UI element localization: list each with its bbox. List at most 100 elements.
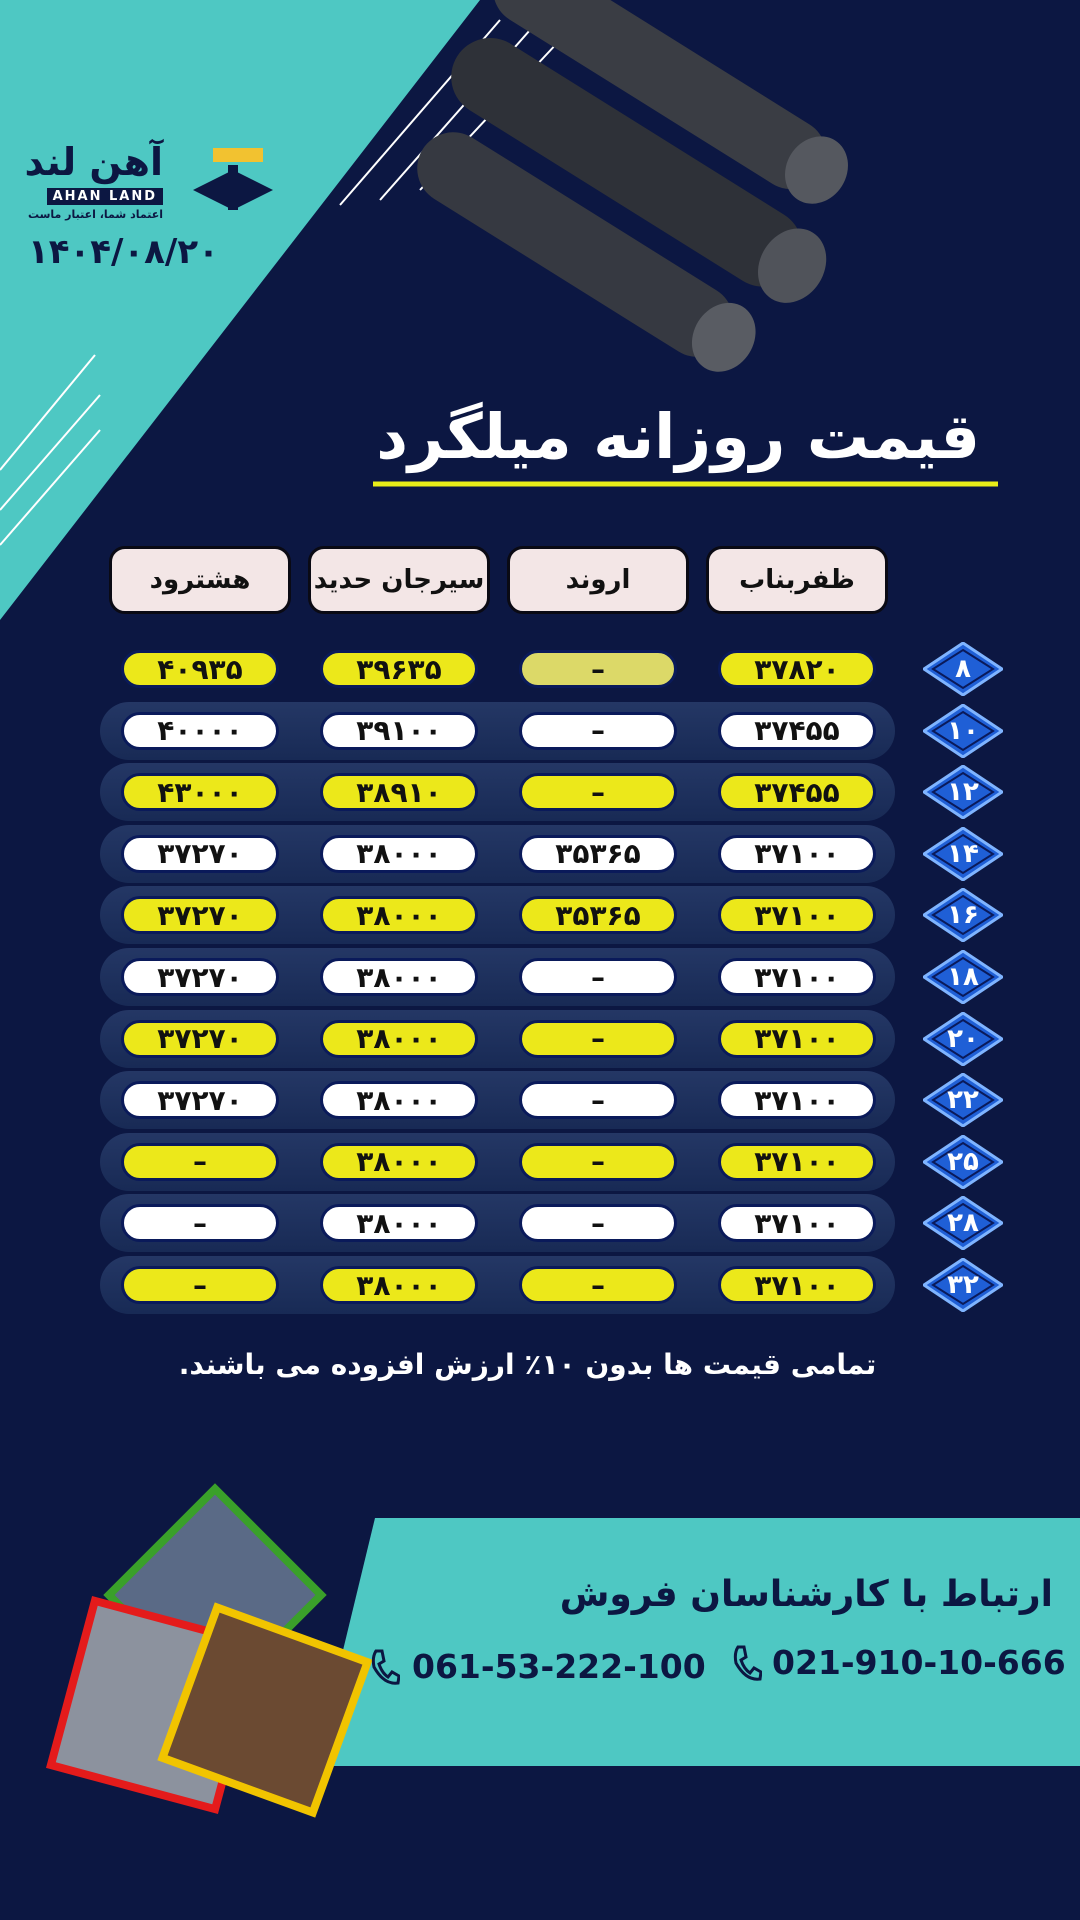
size-label: ۲۸ xyxy=(947,1208,979,1239)
column-header: سیرجان حدید xyxy=(308,546,490,614)
size-badge: ۳۲ xyxy=(923,1258,1003,1312)
size-badge: ۱۴ xyxy=(923,826,1003,881)
logo-icon xyxy=(193,148,273,210)
price-cell: ۳۷۱۰۰ xyxy=(718,958,876,996)
diamond xyxy=(923,765,1003,820)
size-badge: ۲۸ xyxy=(923,1196,1003,1251)
contact-banner xyxy=(315,1518,1080,1766)
price-cell: ۳۷۱۰۰ xyxy=(718,896,876,935)
phone-icon xyxy=(730,1643,763,1683)
diamond xyxy=(923,1134,1003,1189)
price-cell: ۳۸۰۰۰ xyxy=(320,1019,478,1058)
price-cell: ۳۵۳۶۵ xyxy=(519,834,677,873)
diamond xyxy=(923,826,1003,881)
price-cell: ۳۸۰۰۰ xyxy=(320,1142,478,1181)
price-cell: ۳۷۴۵۵ xyxy=(718,711,876,750)
size-badge: ۲۲ xyxy=(923,1073,1003,1128)
diamond xyxy=(923,1196,1003,1251)
size-badge: ۲۵ xyxy=(923,1134,1003,1189)
price-cell: ۳۷۲۷۰ xyxy=(121,958,279,996)
price-cell: ۳۷۲۷۰ xyxy=(121,896,279,935)
size-label: ۲۲ xyxy=(947,1085,979,1116)
diamond xyxy=(923,1011,1003,1066)
logo-tagline: اعتماد شما، اعتبار ماست xyxy=(27,208,163,221)
price-cell: ۳۷۴۵۵ xyxy=(718,773,876,812)
size-badge: ۱۶ xyxy=(923,888,1003,943)
logo-latin: AHAN LAND xyxy=(46,188,163,205)
price-cell: ۳۵۳۶۵ xyxy=(519,896,677,935)
size-badge: ۱۰ xyxy=(923,703,1003,758)
price-cell: ۳۷۱۰۰ xyxy=(718,1204,876,1243)
price-cell: – xyxy=(519,1266,677,1304)
rebar-image xyxy=(417,0,848,372)
price-cell: ۳۷۱۰۰ xyxy=(718,1142,876,1181)
price-cell: – xyxy=(519,1204,677,1243)
diamond xyxy=(923,888,1003,943)
price-cell: ۴۰۰۰۰ xyxy=(121,711,279,750)
price-cell: ۳۹۱۰۰ xyxy=(320,711,478,750)
phone-number: 061-53-222-100 xyxy=(412,1647,706,1686)
size-label: ۳۲ xyxy=(947,1270,979,1300)
price-cell: – xyxy=(121,1142,279,1181)
contact-heading: ارتباط با کارشناسان فروش xyxy=(559,1574,1053,1615)
price-cell: ۳۸۰۰۰ xyxy=(320,1266,478,1304)
price-cell: ۳۷۱۰۰ xyxy=(718,834,876,873)
price-cell: – xyxy=(519,650,677,688)
price-cell: ۴۳۰۰۰ xyxy=(121,773,279,812)
column-header: ظفربناب xyxy=(706,546,888,614)
price-cell: ۳۸۰۰۰ xyxy=(320,958,478,996)
diamond xyxy=(923,642,1003,696)
price-cell: – xyxy=(519,1019,677,1058)
size-label: ۱۸ xyxy=(947,962,979,992)
size-badge: ۲۰ xyxy=(923,1011,1003,1066)
size-label: ۱۰ xyxy=(947,715,979,746)
price-cell: ۳۷۲۷۰ xyxy=(121,1081,279,1120)
price-cell: – xyxy=(121,1266,279,1304)
price-cell: ۳۷۲۷۰ xyxy=(121,1019,279,1058)
note: تمامی قیمت ها بدون ۱۰٪ ارزش افزوده می با… xyxy=(178,1348,877,1381)
price-cell: – xyxy=(519,773,677,812)
corner-shape xyxy=(0,0,480,620)
phone-number: 021-910-10-666 xyxy=(772,1643,1066,1682)
photo-collage xyxy=(45,1483,373,1818)
date: ۱۴۰۴/۰۸/۲۰ xyxy=(28,232,219,272)
column-header: اروند xyxy=(507,546,689,614)
size-label: ۱۶ xyxy=(947,900,979,931)
price-cell: ۳۷۱۰۰ xyxy=(718,1266,876,1304)
price-cell: ۳۷۲۷۰ xyxy=(121,834,279,873)
size-badge: ۸ xyxy=(923,642,1003,696)
price-cell: ۴۰۹۳۵ xyxy=(121,650,279,688)
price-cell: – xyxy=(519,958,677,996)
diamond xyxy=(923,1073,1003,1128)
diamond xyxy=(923,950,1003,1004)
phone-icon xyxy=(368,1647,401,1687)
price-cell: – xyxy=(121,1204,279,1243)
price-cell: ۳۸۹۱۰ xyxy=(320,773,478,812)
price-cell: ۳۷۸۲۰ xyxy=(718,650,876,688)
diamond xyxy=(923,1258,1003,1312)
title: قیمت روزانه میلگرد xyxy=(376,400,980,473)
price-cell: ۳۸۰۰۰ xyxy=(320,1081,478,1120)
size-label: ۱۴ xyxy=(947,838,979,869)
size-label: ۲۰ xyxy=(947,1023,979,1054)
size-label: ۱۲ xyxy=(947,777,979,808)
logo-name: آهن لند xyxy=(24,140,163,184)
price-cell: ۳۹۶۳۵ xyxy=(320,650,478,688)
price-cell: ۳۷۱۰۰ xyxy=(718,1019,876,1058)
price-cell: – xyxy=(519,1142,677,1181)
price-cell: – xyxy=(519,711,677,750)
size-badge: ۱۸ xyxy=(923,950,1003,1004)
diamond xyxy=(923,703,1003,758)
price-cell: – xyxy=(519,1081,677,1120)
price-cell: ۳۸۰۰۰ xyxy=(320,896,478,935)
price-cell: ۳۸۰۰۰ xyxy=(320,1204,478,1243)
column-header: هشترود xyxy=(109,546,291,614)
price-cell: ۳۷۱۰۰ xyxy=(718,1081,876,1120)
size-label: ۸ xyxy=(955,654,971,684)
size-badge: ۱۲ xyxy=(923,765,1003,820)
logo: آهن لند AHAN LAND اعتماد شما، اعتبار ماس… xyxy=(24,140,273,230)
size-label: ۲۵ xyxy=(947,1146,979,1177)
price-cell: ۳۸۰۰۰ xyxy=(320,834,478,873)
